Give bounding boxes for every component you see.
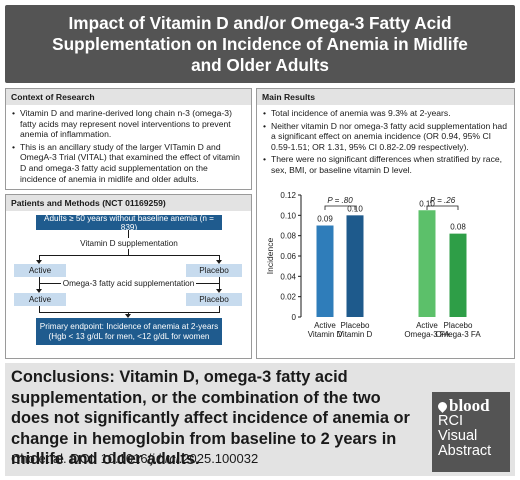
connector [39, 283, 40, 289]
y-tick-label: 0.04 [280, 272, 296, 281]
connector [219, 277, 220, 283]
context-panel: Context of Research Vitamin D and marine… [5, 88, 252, 190]
category-label: Placebo [444, 321, 473, 330]
y-tick-label: 0.10 [280, 211, 296, 220]
results-bullet: Neither vitamin D nor omega-3 fatty acid… [263, 121, 508, 153]
active-box: Active [14, 293, 66, 306]
significance-bracket [426, 205, 459, 210]
y-tick-label: 0.08 [280, 232, 296, 241]
y-tick-label: 0.06 [280, 252, 296, 261]
blood-rci-logo: blood RCI Visual Abstract [432, 392, 510, 472]
placebo-box: Placebo [186, 293, 242, 306]
p-value-label: P = .26 [430, 196, 456, 205]
citation-prefix: Cho et al. DOI: 10.1016/ [11, 451, 152, 466]
endpoint-line: (Hgb < 13 g/dL for men, <12 g/dL for wom… [48, 331, 210, 341]
y-tick-label: 0.12 [280, 191, 296, 200]
bar-value-label: 0.08 [450, 223, 466, 232]
connector [219, 255, 220, 261]
connector [39, 255, 220, 256]
endpoint-box: Primary endpoint: Incidence of anemia at… [36, 318, 222, 345]
conclusions-panel: Conclusions: Vitamin D, omega-3 fatty ac… [5, 363, 515, 476]
conclusions-text: Conclusions: Vitamin D, omega-3 fatty ac… [11, 367, 421, 470]
logo-line: Abstract [438, 443, 492, 459]
y-tick-label: 0 [292, 313, 297, 322]
connector [39, 312, 220, 313]
conclusions-label: Conclusions: [11, 368, 115, 386]
arrow-icon [216, 260, 222, 264]
results-panel: Main Results Total incidence of anemia w… [256, 88, 515, 359]
blood-drop-icon [436, 399, 449, 413]
y-tick-label: 0.02 [280, 293, 296, 302]
endpoint-line: Primary endpoint: Incidence of anemia at… [39, 321, 219, 331]
connector [128, 249, 129, 255]
category-label: Active [416, 321, 438, 330]
active-box: Active [14, 264, 66, 277]
category-label: Placebo [341, 321, 370, 330]
incidence-bar-chart: 0 0.02 0.04 0.06 0.08 0.10 0.12 Incidence 0.09 Ac… [265, 191, 481, 339]
citation-journal: j.brci [151, 451, 179, 466]
arrow-icon [125, 314, 131, 318]
bar [418, 210, 436, 317]
results-bullet: There were no significant differences wh… [263, 154, 508, 175]
citation-suffix: .2025.100032 [178, 451, 259, 466]
category-label: Vitamin D [308, 330, 343, 339]
significance-bracket [324, 205, 356, 210]
category-label: Omega-3 FA [435, 330, 481, 339]
connector [39, 306, 40, 312]
logo-line: RCI [438, 413, 463, 429]
connector [39, 255, 40, 261]
connector [128, 312, 129, 315]
category-label: Active [314, 321, 336, 330]
bar-value-label: 0.09 [317, 215, 333, 224]
vitd-label: Vitamin D supplementation [80, 238, 178, 248]
bar [449, 233, 467, 317]
category-label: Omega-3 FA [404, 330, 450, 339]
arrow-icon [36, 260, 42, 264]
connector [219, 306, 220, 312]
connector [128, 230, 129, 238]
p-value-label: P = .80 [327, 196, 353, 205]
logo-line: Visual [438, 428, 478, 444]
citation: Cho et al. DOI: 10.1016/j.brci.2025.1000… [11, 451, 258, 466]
context-bullets: Vitamin D and marine-derived long chain … [6, 105, 251, 184]
patients-heading: Patients and Methods (NCT 01169259) [6, 195, 251, 211]
results-heading: Main Results [257, 89, 514, 105]
bar-value-label: 0.10 [419, 199, 435, 208]
omega-label: Omega-3 fatty acid supplementation [61, 278, 196, 289]
y-axis-label: Incidence [265, 238, 275, 275]
results-bullets: Total incidence of anemia was 9.3% at 2-… [257, 105, 514, 176]
logo-word: blood [449, 396, 490, 415]
logo-wordmark: blood [436, 396, 504, 415]
patients-panel: Patients and Methods (NCT 01169259) Adul… [5, 194, 252, 359]
category-label: Vitamin D [338, 330, 373, 339]
title-banner: Impact of Vitamin D and/or Omega-3 Fatty… [5, 5, 515, 83]
connector [219, 283, 220, 289]
arrow-icon [216, 289, 222, 293]
results-bullet: Total incidence of anemia was 9.3% at 2-… [263, 108, 508, 119]
conclusions-body: Vitamin D, omega-3 fatty acid supplement… [11, 368, 410, 469]
arrow-icon [36, 289, 42, 293]
placebo-box: Placebo [186, 264, 242, 277]
bar [346, 215, 364, 317]
connector [39, 277, 40, 283]
context-bullet: This is an ancillary study of the larger… [12, 142, 245, 184]
abstract-title: Impact of Vitamin D and/or Omega-3 Fatty… [52, 12, 468, 75]
context-bullet: Vitamin D and marine-derived long chain … [12, 108, 245, 140]
bar [316, 225, 334, 317]
enrolled-box: Adults ≥ 50 years without baseline anemi… [36, 214, 222, 232]
context-heading: Context of Research [6, 89, 251, 105]
